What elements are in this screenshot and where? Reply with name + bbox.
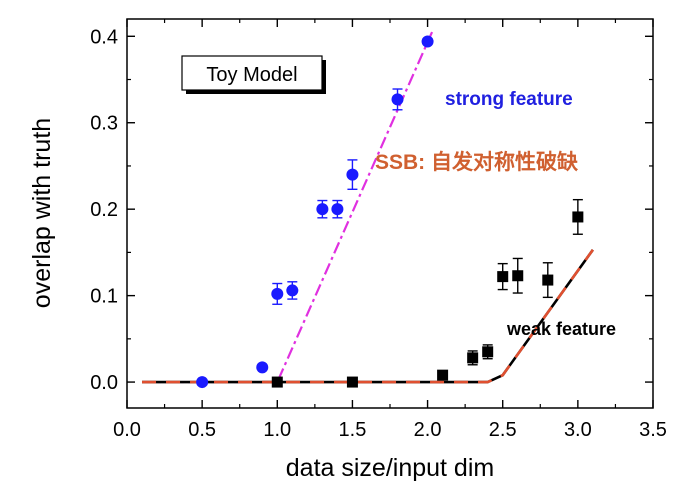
y-tick-label: 0.4 bbox=[90, 26, 118, 48]
y-axis-title: overlap with truth bbox=[28, 118, 56, 308]
weak-feature-point bbox=[572, 211, 584, 223]
weak-feature-point bbox=[271, 376, 283, 388]
lines-layer bbox=[142, 31, 594, 384]
strong-feature-point bbox=[196, 376, 209, 389]
x-tick-label: 0.0 bbox=[113, 419, 141, 441]
weak-feature-point bbox=[512, 270, 524, 282]
weak-feature-point bbox=[497, 271, 509, 283]
strong-feature-point bbox=[271, 287, 284, 300]
x-tick-label: 0.5 bbox=[188, 419, 216, 441]
ssb-theory-line bbox=[142, 249, 594, 384]
x-tick-label: 1.5 bbox=[339, 419, 367, 441]
strong-feature-label: strong feature bbox=[445, 89, 573, 110]
ssb-label: SSB: 自发对称性破缺 bbox=[375, 150, 579, 174]
weak-feature-point bbox=[437, 369, 449, 381]
strong-feature-point bbox=[286, 284, 299, 297]
legend-box-frame bbox=[181, 55, 323, 91]
y-tick-label: 0.1 bbox=[90, 286, 118, 308]
strong-feature-point bbox=[421, 35, 434, 48]
weak-feature-line bbox=[142, 249, 594, 384]
x-tick-label: 3.5 bbox=[639, 419, 667, 441]
weak-feature-label: weak feature bbox=[506, 319, 616, 339]
points-layer bbox=[196, 35, 584, 389]
weak-feature-point bbox=[346, 376, 358, 388]
weak-feature-point bbox=[542, 274, 554, 286]
ticks-layer: 0.0 0.5 1.0 1.5 2.0 2.5 3.0 3.5 0.0 0.1 0.2 0.3 0.4 bbox=[90, 19, 667, 441]
strong-feature-point bbox=[316, 203, 329, 216]
weak-feature-point bbox=[467, 352, 479, 364]
strong-feature-point bbox=[346, 168, 359, 181]
x-tick-label: 2.5 bbox=[489, 419, 517, 441]
strong-feature-point bbox=[256, 361, 269, 374]
y-tick-label: 0.3 bbox=[90, 113, 118, 135]
x-axis-title: data size/input dim bbox=[286, 454, 494, 482]
weak-feature-point bbox=[482, 346, 494, 358]
x-tick-label: 1.0 bbox=[263, 419, 291, 441]
y-tick-label: 0.0 bbox=[90, 372, 118, 394]
x-tick-label: 2.0 bbox=[414, 419, 442, 441]
legend-box-label: Toy Model bbox=[206, 64, 297, 86]
strong-feature-point bbox=[391, 93, 404, 106]
y-tick-label: 0.2 bbox=[90, 199, 118, 221]
strong-feature-point bbox=[331, 203, 344, 216]
legend-box: Toy Model bbox=[181, 55, 326, 94]
x-tick-label: 3.0 bbox=[564, 419, 592, 441]
